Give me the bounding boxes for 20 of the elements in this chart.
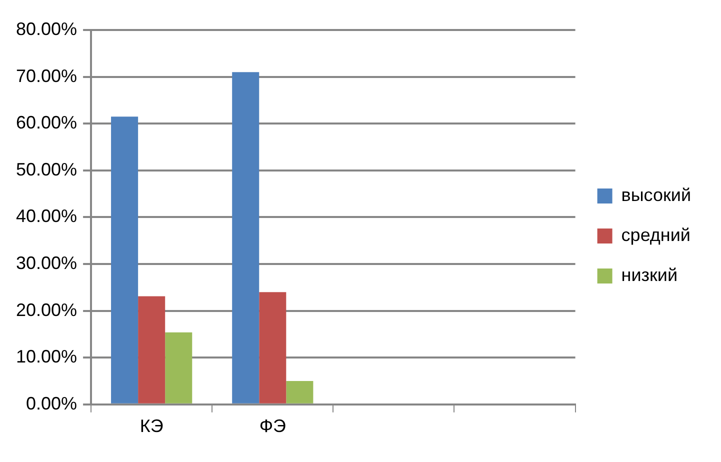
x-tick-label: ФЭ	[259, 416, 286, 436]
y-tick-label: 10.00%	[16, 346, 78, 367]
y-tick-label: 40.00%	[16, 206, 78, 226]
bar	[232, 72, 260, 404]
bar	[165, 332, 192, 404]
legend-label: высокий	[621, 184, 692, 205]
bar	[259, 292, 286, 404]
y-tick-label: 30.00%	[16, 252, 78, 273]
y-tick-label: 50.00%	[16, 159, 78, 180]
bar	[138, 296, 166, 404]
bar	[111, 116, 138, 404]
y-tick-label: 60.00%	[16, 112, 78, 133]
y-tick-label: 80.00%	[16, 18, 78, 39]
y-tick-label: 20.00%	[16, 300, 78, 320]
legend-label: средний	[621, 224, 690, 245]
y-tick-label: 70.00%	[16, 66, 78, 86]
x-tick-label: КЭ	[140, 416, 164, 436]
legend-label: низкий	[621, 264, 678, 285]
bar	[286, 381, 314, 404]
y-tick-label: 0.00%	[26, 393, 78, 414]
